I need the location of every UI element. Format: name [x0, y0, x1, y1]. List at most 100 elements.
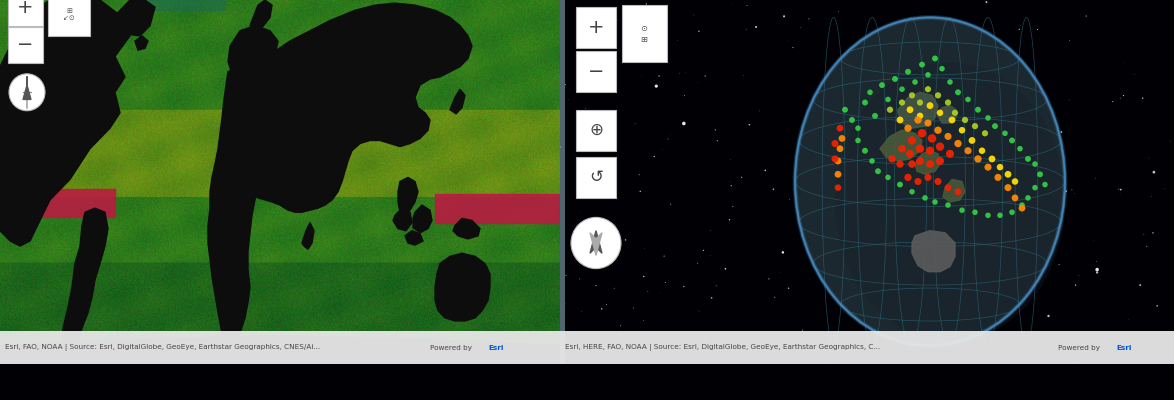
Point	[825, 156, 844, 162]
Point	[938, 202, 957, 208]
Point	[612, 335, 630, 342]
Point	[897, 33, 916, 40]
Point	[976, 113, 994, 119]
Bar	[576, 7, 616, 48]
Point	[587, 282, 606, 289]
Point	[661, 201, 680, 208]
Bar	[48, 0, 90, 36]
Point	[674, 283, 693, 290]
Point	[572, 308, 591, 315]
Point	[627, 45, 646, 51]
Point	[559, 96, 578, 102]
Point	[829, 171, 848, 178]
Point	[630, 188, 649, 194]
Point	[905, 315, 924, 322]
Point	[626, 120, 645, 127]
Point	[993, 56, 1012, 62]
Point	[969, 156, 987, 162]
Point	[1013, 202, 1032, 208]
Point	[945, 41, 964, 47]
Polygon shape	[880, 130, 922, 161]
Point	[791, 24, 810, 31]
Point	[972, 148, 991, 154]
Polygon shape	[23, 85, 31, 100]
Point	[756, 167, 775, 174]
Point	[1006, 195, 1025, 201]
Point	[923, 135, 942, 142]
Polygon shape	[413, 205, 432, 233]
Point	[869, 168, 888, 174]
Polygon shape	[398, 177, 418, 215]
Point	[831, 146, 850, 152]
Point	[829, 184, 848, 191]
Point	[1084, 237, 1102, 243]
Point	[953, 323, 972, 330]
Text: Powered by: Powered by	[1058, 344, 1100, 350]
Point	[637, 1, 656, 7]
Point	[1155, 186, 1174, 192]
Point	[1087, 258, 1106, 265]
Point	[1035, 181, 1054, 188]
Point	[909, 178, 927, 185]
Point	[721, 156, 740, 163]
Point	[932, 339, 951, 346]
Point	[556, 272, 575, 279]
Point	[653, 146, 672, 153]
Polygon shape	[453, 218, 480, 239]
Point	[891, 161, 910, 167]
Text: +: +	[18, 0, 34, 17]
Bar	[622, 5, 667, 62]
Point	[931, 110, 950, 116]
Point	[991, 164, 1010, 170]
Point	[616, 237, 635, 243]
Point	[829, 158, 848, 164]
Polygon shape	[938, 106, 956, 123]
Point	[1011, 237, 1030, 243]
Point	[977, 0, 996, 5]
Point	[734, 72, 753, 78]
Point	[1104, 98, 1122, 105]
Polygon shape	[591, 233, 602, 255]
Polygon shape	[0, 0, 130, 246]
Circle shape	[9, 74, 45, 111]
Point	[987, 244, 1006, 250]
Point	[996, 130, 1014, 136]
Point	[929, 127, 947, 134]
Point	[932, 66, 951, 72]
Point	[639, 288, 657, 295]
Point	[863, 183, 882, 189]
Text: ⊞
↙⊙: ⊞ ↙⊙	[63, 8, 75, 21]
Point	[674, 120, 693, 127]
Point	[920, 161, 939, 167]
Point	[1119, 316, 1138, 322]
Point	[1142, 193, 1161, 199]
Point	[737, 26, 756, 33]
Point	[969, 128, 987, 134]
Point	[978, 46, 997, 52]
Point	[595, 9, 614, 15]
Point	[791, 221, 810, 227]
Point	[770, 269, 789, 276]
Point	[701, 252, 720, 259]
Point	[952, 127, 971, 134]
Point	[918, 174, 937, 180]
Point	[780, 331, 798, 337]
Point	[708, 138, 727, 144]
Point	[702, 295, 721, 301]
Point	[909, 117, 927, 123]
Point	[1057, 188, 1075, 194]
Text: Powered by: Powered by	[430, 344, 472, 350]
Point	[1133, 95, 1152, 101]
Text: Esri: Esri	[488, 344, 504, 350]
Point	[987, 62, 1006, 68]
Point	[942, 172, 960, 179]
Point	[999, 171, 1018, 178]
Point	[849, 125, 868, 131]
Point	[883, 156, 902, 162]
Point	[926, 284, 945, 290]
Point	[1017, 64, 1035, 71]
Point	[832, 135, 851, 142]
Point	[593, 306, 612, 312]
Point	[949, 188, 967, 195]
Point	[1070, 272, 1088, 278]
